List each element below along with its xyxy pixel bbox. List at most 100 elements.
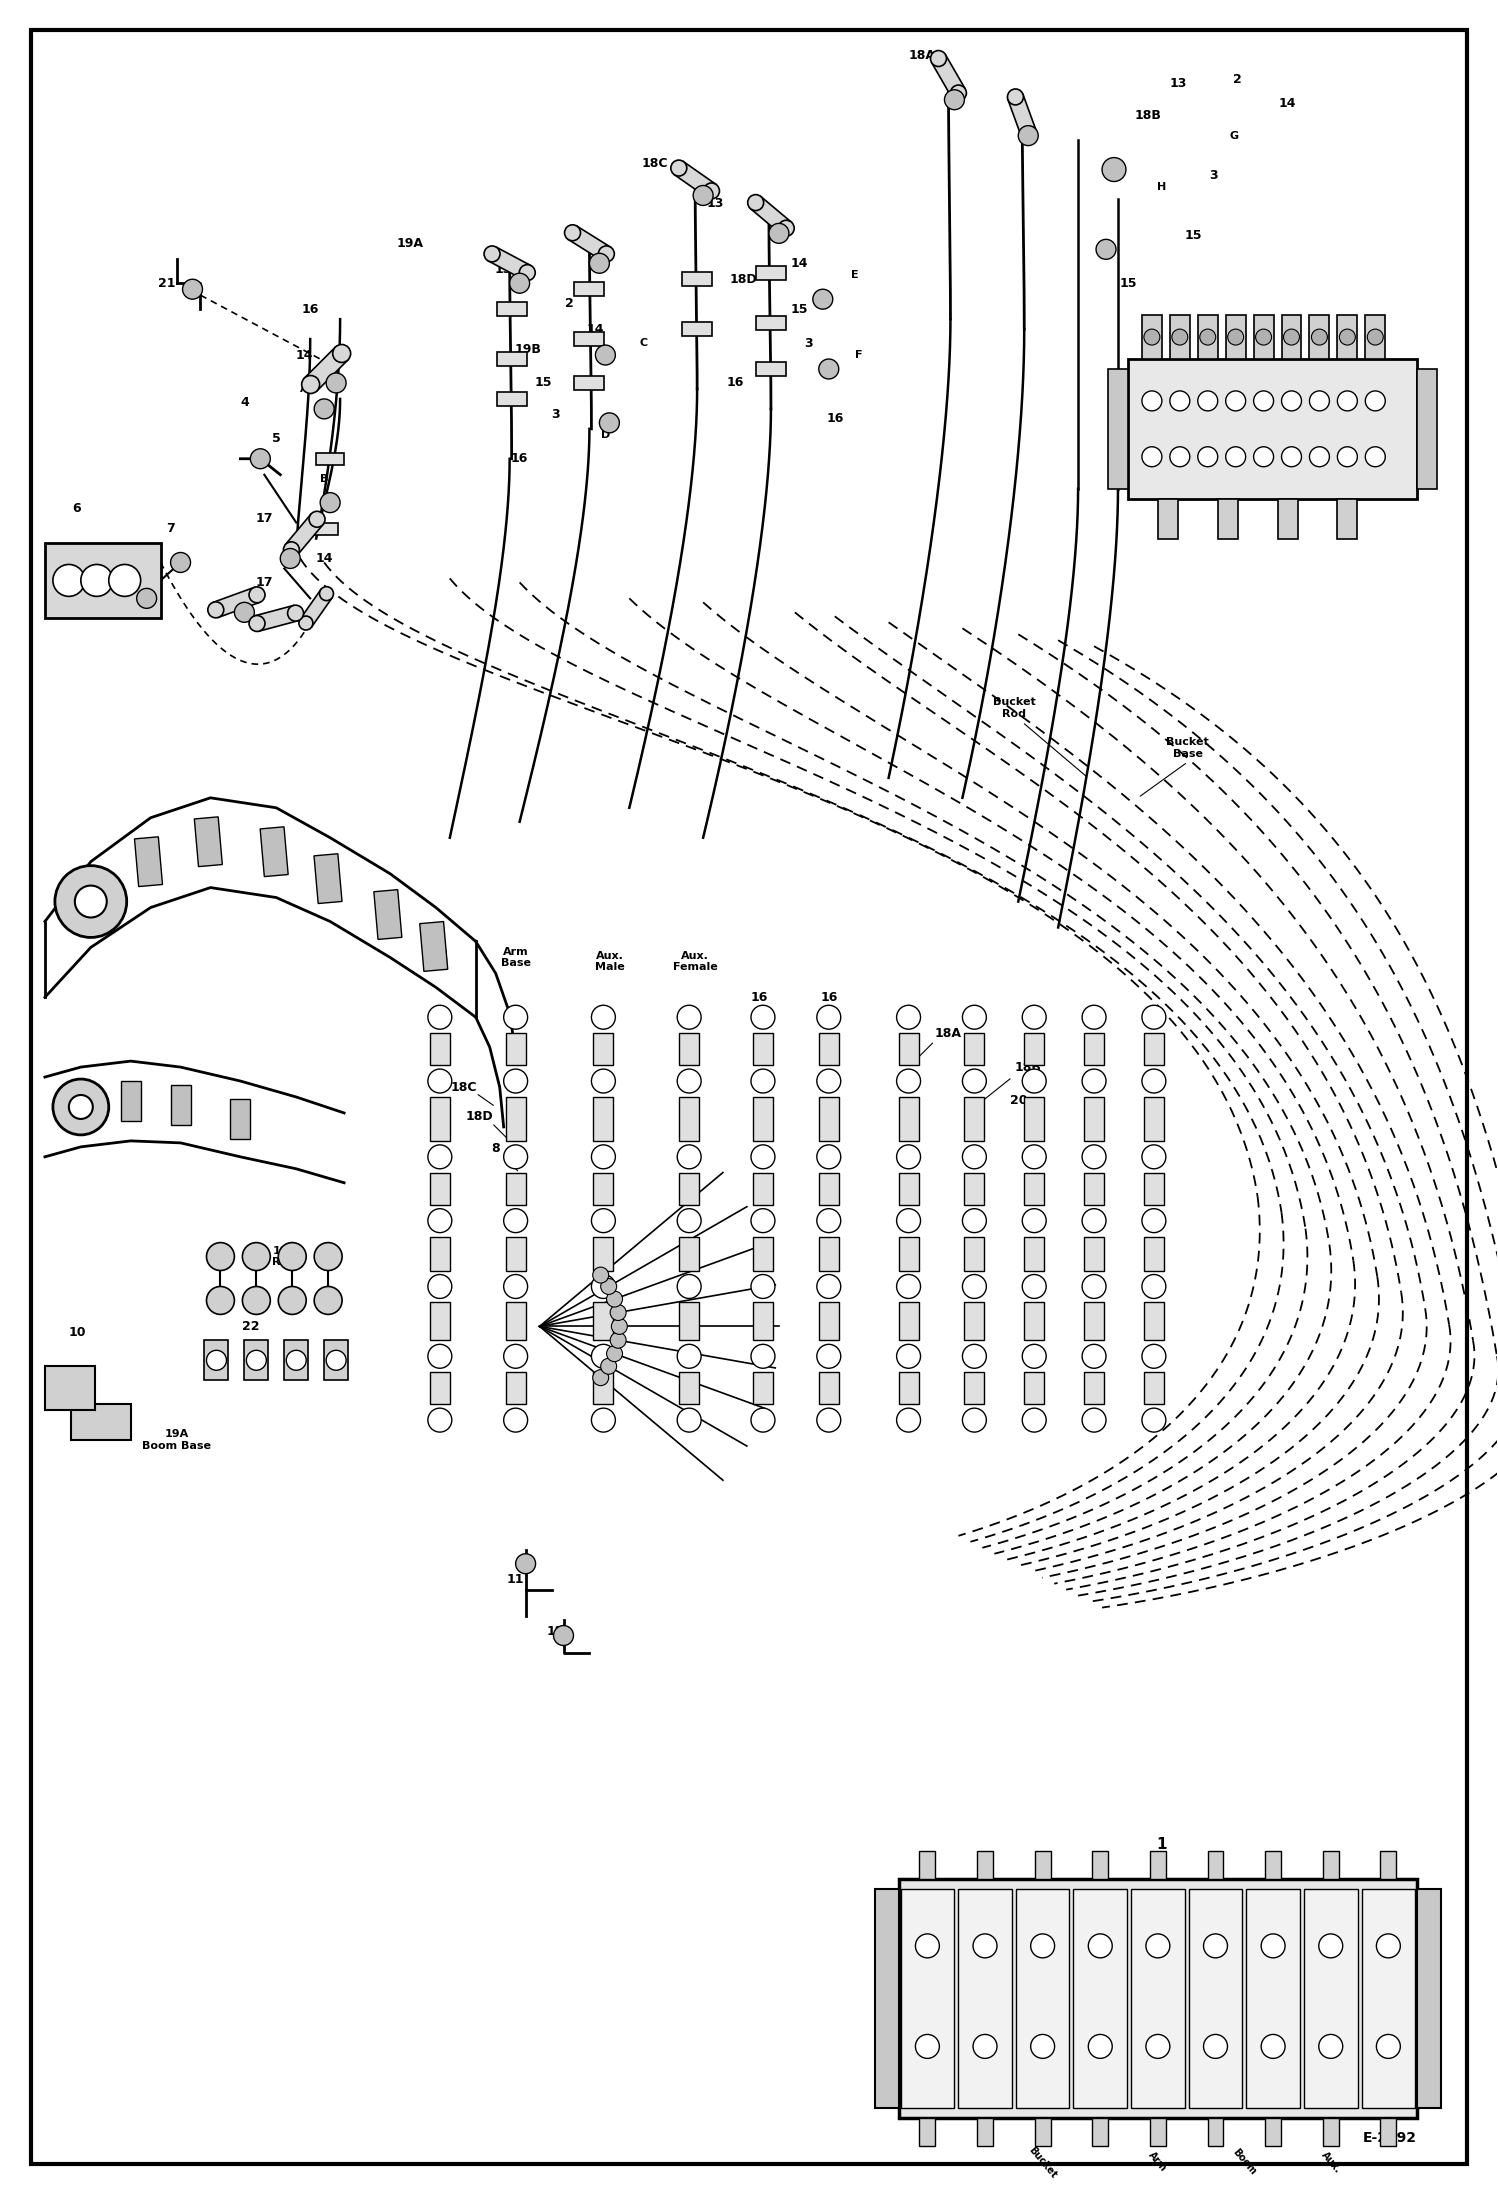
- Bar: [171, 1086, 190, 1126]
- Circle shape: [607, 1345, 623, 1362]
- Bar: [1144, 1303, 1164, 1341]
- Bar: [1025, 1174, 1044, 1205]
- Circle shape: [428, 1409, 452, 1433]
- Circle shape: [595, 344, 616, 364]
- Bar: [574, 375, 604, 391]
- Circle shape: [592, 1068, 616, 1093]
- Circle shape: [288, 606, 304, 621]
- Circle shape: [286, 1349, 306, 1371]
- Bar: [679, 1174, 700, 1205]
- Bar: [932, 55, 965, 97]
- Circle shape: [944, 90, 965, 110]
- Bar: [506, 1097, 526, 1141]
- Circle shape: [601, 1358, 617, 1373]
- Circle shape: [1141, 1145, 1165, 1169]
- Bar: [1131, 1889, 1185, 2108]
- Text: E-2392: E-2392: [1363, 2130, 1417, 2146]
- Bar: [1144, 1097, 1164, 1141]
- Text: Bucket
Base: Bucket Base: [1167, 737, 1209, 759]
- Bar: [819, 1174, 839, 1205]
- Text: Bucket
Rod: Bucket Rod: [993, 698, 1035, 720]
- Circle shape: [1365, 448, 1386, 467]
- Text: 6: 6: [72, 502, 81, 516]
- Bar: [819, 1033, 839, 1064]
- Circle shape: [1198, 391, 1218, 410]
- Text: 15: 15: [789, 303, 807, 316]
- Bar: [1144, 1237, 1164, 1270]
- Text: F: F: [855, 351, 863, 360]
- Circle shape: [171, 553, 190, 573]
- Circle shape: [1022, 1345, 1046, 1369]
- Bar: [1225, 316, 1246, 360]
- Bar: [753, 1174, 773, 1205]
- Circle shape: [750, 1145, 774, 1169]
- Bar: [965, 1237, 984, 1270]
- Circle shape: [503, 1345, 527, 1369]
- Circle shape: [1200, 329, 1216, 344]
- Circle shape: [515, 1553, 536, 1573]
- Circle shape: [315, 399, 334, 419]
- Circle shape: [327, 1349, 346, 1371]
- Circle shape: [183, 279, 202, 298]
- Bar: [1218, 498, 1237, 538]
- Bar: [1025, 1033, 1044, 1064]
- Circle shape: [1082, 1005, 1106, 1029]
- Text: 9: 9: [81, 1365, 88, 1378]
- Bar: [593, 1237, 613, 1270]
- Text: 13: 13: [707, 197, 724, 211]
- Text: 18B: 18B: [1014, 1060, 1041, 1073]
- Text: 8: 8: [226, 597, 235, 610]
- Bar: [682, 323, 712, 336]
- Circle shape: [428, 1275, 452, 1299]
- Text: 1: 1: [1156, 1836, 1167, 1852]
- Circle shape: [1318, 1933, 1342, 1957]
- Bar: [875, 1889, 899, 2108]
- Circle shape: [816, 1145, 840, 1169]
- Bar: [899, 1303, 918, 1341]
- Bar: [195, 816, 222, 867]
- Bar: [1189, 1889, 1242, 2108]
- Text: 7: 7: [166, 522, 175, 535]
- Text: 16: 16: [511, 452, 529, 465]
- Bar: [1362, 1889, 1416, 2108]
- Text: 14: 14: [587, 323, 604, 336]
- Text: 4: 4: [240, 397, 249, 410]
- Bar: [244, 1341, 268, 1380]
- Text: 16: 16: [750, 992, 767, 1005]
- Text: 15: 15: [1119, 276, 1137, 290]
- Circle shape: [1141, 1275, 1165, 1299]
- Bar: [430, 1097, 449, 1141]
- Text: E: E: [851, 270, 858, 281]
- Circle shape: [1031, 2034, 1055, 2058]
- Bar: [756, 362, 786, 375]
- Circle shape: [321, 494, 340, 513]
- Text: 20: 20: [1010, 1095, 1028, 1108]
- Circle shape: [930, 50, 947, 66]
- Circle shape: [315, 1242, 342, 1270]
- Circle shape: [1311, 329, 1327, 344]
- Text: G: G: [953, 1942, 960, 1950]
- Bar: [506, 1174, 526, 1205]
- Bar: [750, 197, 791, 235]
- Circle shape: [243, 1286, 270, 1314]
- Circle shape: [1103, 158, 1126, 182]
- Bar: [920, 1852, 935, 1878]
- Bar: [1246, 1889, 1300, 2108]
- Text: 18A: 18A: [935, 1027, 962, 1040]
- Bar: [574, 283, 604, 296]
- Bar: [419, 921, 448, 972]
- Circle shape: [503, 1275, 527, 1299]
- Circle shape: [1203, 1933, 1227, 1957]
- Bar: [1092, 2117, 1109, 2146]
- Bar: [679, 1303, 700, 1341]
- Circle shape: [208, 601, 223, 619]
- Circle shape: [816, 1345, 840, 1369]
- Circle shape: [897, 1345, 921, 1369]
- Circle shape: [816, 1409, 840, 1433]
- Bar: [1323, 1852, 1339, 1878]
- Circle shape: [694, 186, 713, 206]
- Circle shape: [915, 1933, 939, 1957]
- Circle shape: [962, 1005, 986, 1029]
- Circle shape: [897, 1145, 921, 1169]
- Bar: [593, 1033, 613, 1064]
